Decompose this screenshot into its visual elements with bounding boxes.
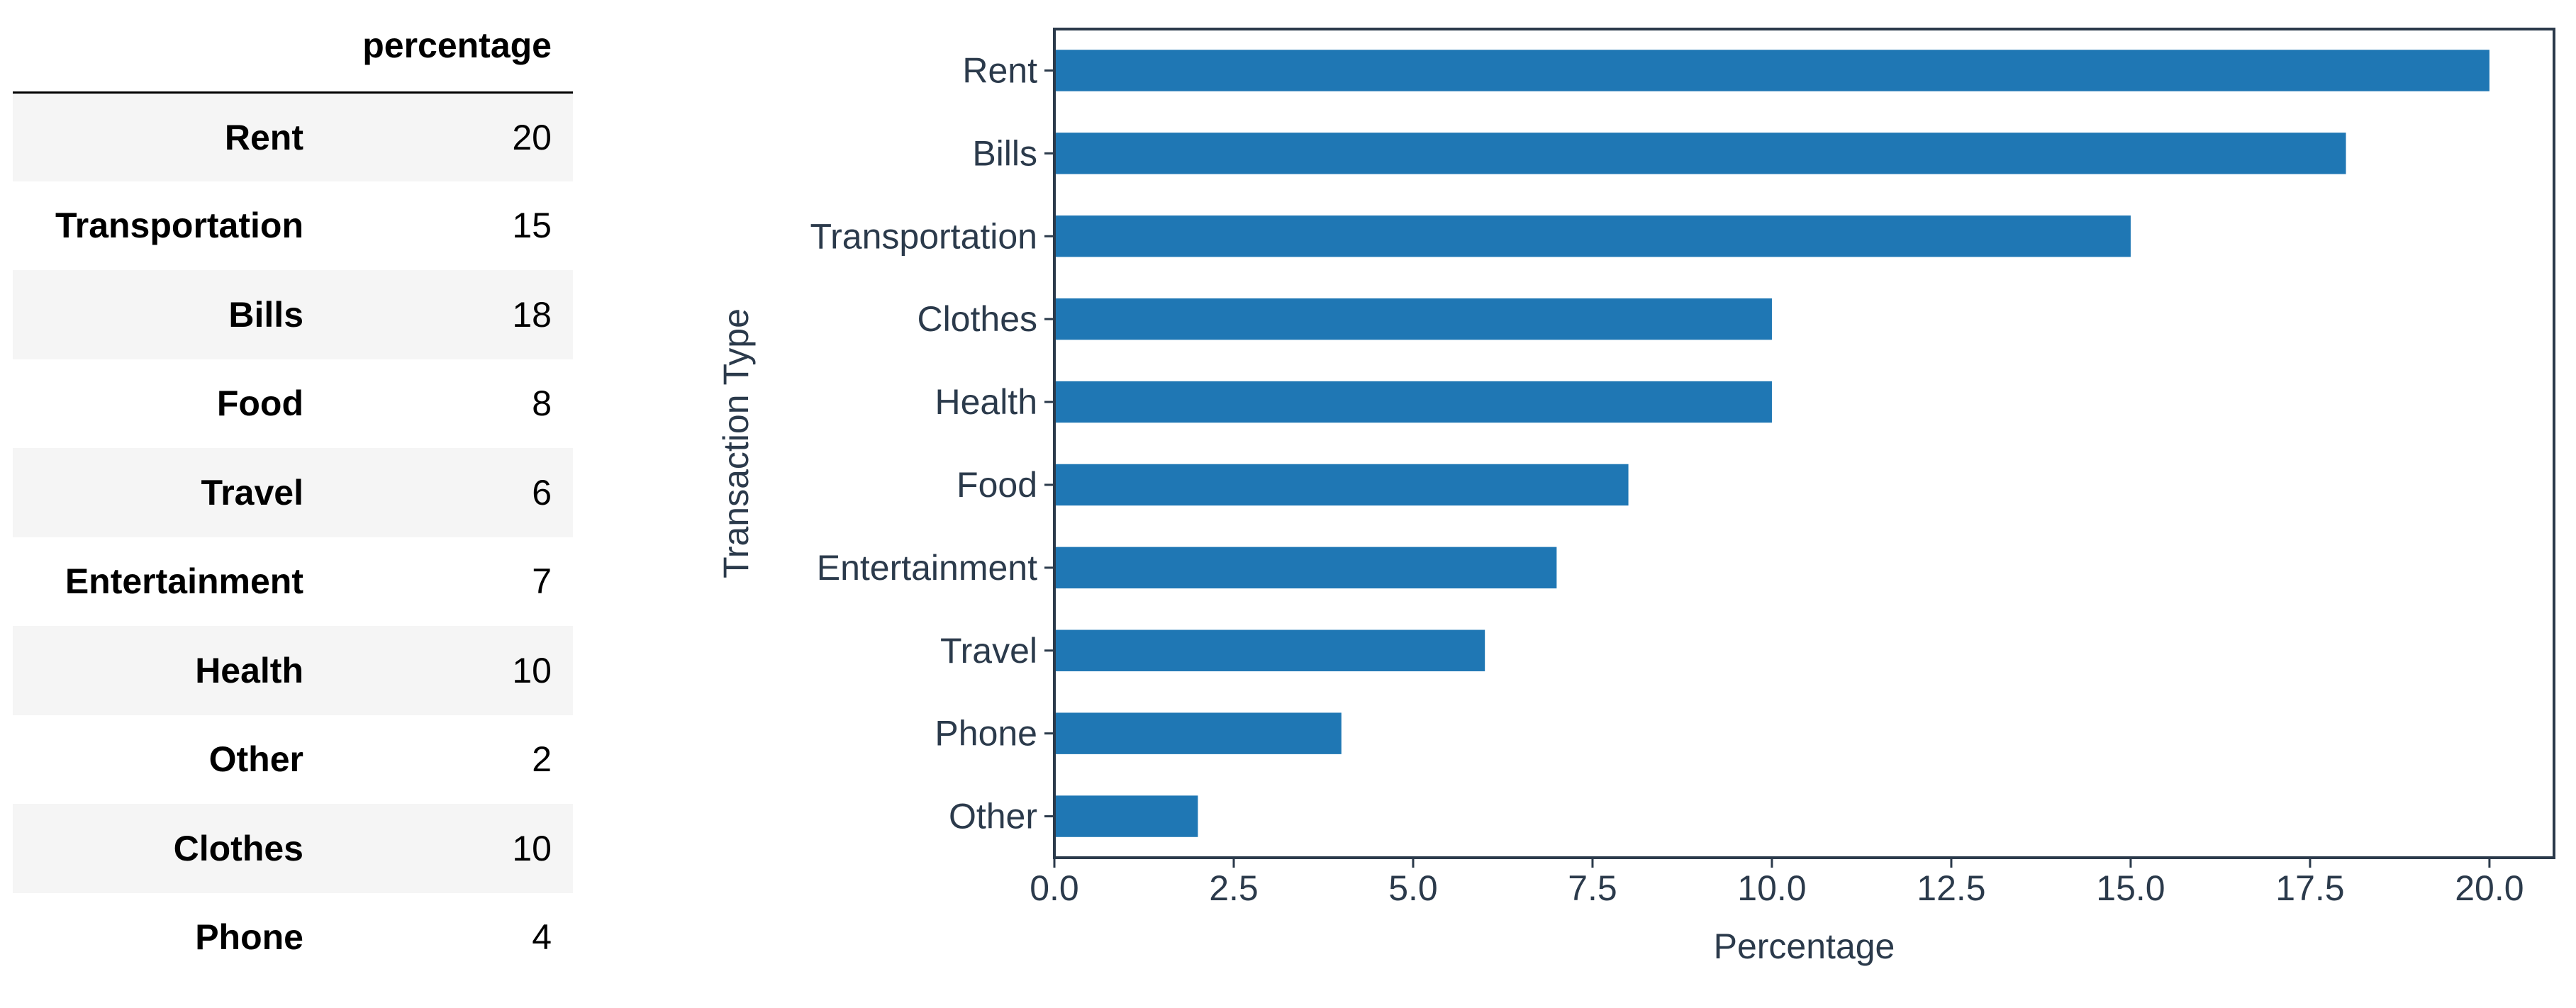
column-header-percentage: percentage [362,26,552,66]
bar-clothes [1054,298,1772,340]
row-value: 10 [512,650,552,690]
row-value: 18 [512,294,552,335]
table-row: Food 8 [13,359,573,449]
y-tick-label: Bills [972,133,1037,173]
y-tick-label: Health [935,382,1037,422]
plot-frame [1053,28,2555,859]
x-tick-label: 20.0 [2455,868,2524,908]
table-row: Rent 20 [13,92,573,181]
bar-food [1054,464,1629,506]
row-label: Transportation [55,206,303,246]
y-tick-label: Rent [962,50,1037,90]
bar-chart: Rent Bills Transportation Clothes Health Food… [709,0,2576,1008]
x-tick-label: 2.5 [1209,868,1259,908]
row-value: 20 [512,117,552,157]
row-label: Clothes [173,828,303,868]
table-header-row: percentage [13,0,573,92]
y-tick-label: Travel [940,631,1037,671]
y-tick-label: Phone [935,714,1037,754]
bar-health [1054,381,1772,423]
x-tick-label: 7.5 [1568,868,1617,908]
table-row: Transportation 15 [13,181,573,271]
row-label: Food [216,383,303,424]
y-tick-label: Food [957,465,1037,505]
bar-chart-svg: Rent Bills Transportation Clothes Health Food… [716,28,2555,966]
x-axis-label: Percentage [1714,926,1895,966]
table-corner-cell [13,0,325,92]
row-value: 8 [532,383,552,424]
row-value: 6 [532,472,552,513]
x-axis-ticks: 0.0 2.5 5.0 7.5 10.0 12.5 15.0 17.5 20.0 [1030,858,2524,908]
row-label: Rent [224,117,303,157]
row-label: Other [208,739,303,780]
bar-transportation [1054,215,2131,257]
y-axis-label: Transaction Type [716,308,756,578]
row-value: 10 [512,828,552,868]
row-value: 7 [532,561,552,602]
x-tick-label: 15.0 [2096,868,2165,908]
bar-rent [1054,50,2489,91]
table-row: Travel 6 [13,448,573,537]
bar-phone [1054,712,1342,754]
row-value: 2 [532,739,552,780]
table-row: Other 2 [13,715,573,805]
percentage-table: percentage Rent 20 Transportation 15 Bil… [13,0,573,982]
y-tick-label: Clothes [917,299,1037,339]
table-row: Phone 4 [13,893,573,982]
row-label: Entertainment [65,561,303,602]
y-tick-label: Transportation [810,216,1037,256]
row-value: 4 [532,917,552,958]
bar-bills [1054,133,2346,174]
y-axis-ticks: Rent Bills Transportation Clothes Health Food… [810,50,1054,836]
table-row: Health 10 [13,626,573,715]
row-label: Bills [228,294,303,335]
table-row: Entertainment 7 [13,537,573,627]
x-tick-label: 5.0 [1388,868,1438,908]
x-tick-label: 12.5 [1917,868,1985,908]
row-label: Travel [201,472,303,513]
bars-group [1054,50,2489,837]
table-row: Clothes 10 [13,804,573,893]
y-tick-label: Entertainment [817,548,1037,588]
table-row: Bills 18 [13,270,573,359]
bar-other [1054,795,1198,837]
x-tick-label: 17.5 [2275,868,2344,908]
row-label: Health [195,650,303,690]
bar-entertainment [1054,547,1557,589]
bar-travel [1054,629,1485,671]
y-tick-label: Other [949,797,1037,836]
x-tick-label: 10.0 [1737,868,1806,908]
row-label: Phone [195,917,303,958]
row-value: 15 [512,206,552,246]
x-tick-label: 0.0 [1030,868,1079,908]
